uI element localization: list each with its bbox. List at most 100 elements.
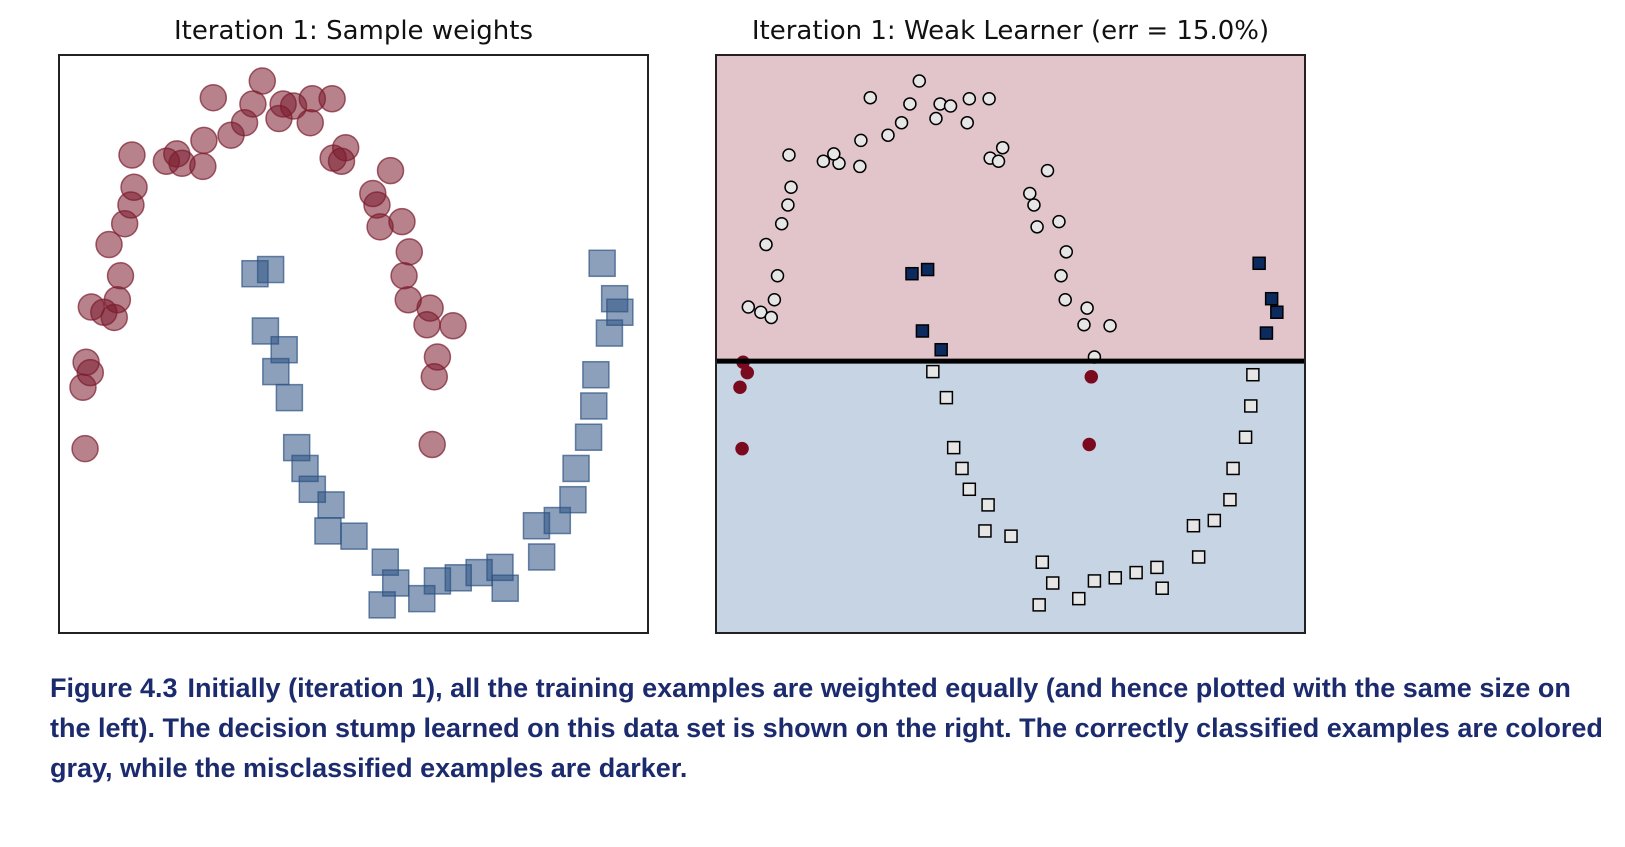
point: [1045, 576, 1060, 590]
point: [1191, 550, 1206, 564]
point: [340, 522, 368, 550]
point: [376, 156, 405, 185]
figure: Iteration 1: Sample weights Iteration 1: …: [58, 16, 1306, 634]
point: [388, 207, 416, 236]
point: [934, 342, 948, 357]
point: [995, 140, 1010, 155]
point: [915, 324, 930, 338]
point: [1108, 571, 1123, 585]
point: [580, 392, 608, 420]
point: [1082, 437, 1096, 452]
point: [1035, 555, 1050, 569]
point: [1040, 163, 1055, 178]
plot-frame: [58, 54, 649, 634]
point: [190, 126, 218, 155]
point: [962, 91, 977, 106]
point: [1150, 560, 1164, 575]
point: [1246, 367, 1260, 382]
point: [199, 83, 228, 112]
point: [118, 141, 146, 169]
point: [754, 305, 768, 319]
point: [239, 90, 267, 118]
point: [774, 216, 789, 231]
point: [275, 383, 304, 412]
point: [106, 262, 135, 290]
point: [1186, 518, 1201, 533]
point: [296, 108, 324, 137]
point: [955, 461, 969, 476]
point: [946, 440, 961, 455]
point: [1027, 198, 1041, 212]
point: [978, 524, 992, 538]
point: [926, 364, 940, 379]
point: [256, 255, 285, 284]
point: [1030, 220, 1044, 234]
point: [1223, 492, 1237, 507]
point: [1080, 301, 1094, 315]
point: [863, 90, 878, 105]
point: [905, 266, 919, 281]
point: [413, 310, 441, 339]
point: [920, 262, 935, 277]
point: [816, 154, 831, 168]
point: [1072, 591, 1086, 606]
point: [1207, 513, 1222, 528]
region-above: [716, 55, 1305, 362]
point: [827, 147, 841, 161]
point: [981, 498, 995, 512]
point: [1004, 529, 1018, 543]
point: [163, 140, 191, 168]
chart-title: Iteration 1: Weak Learner (err = 15.0%): [752, 16, 1269, 46]
point: [418, 430, 446, 459]
point: [189, 152, 217, 181]
point: [939, 390, 954, 405]
point: [327, 147, 356, 175]
point: [929, 111, 943, 126]
point: [1129, 565, 1143, 580]
point: [854, 133, 868, 148]
point: [784, 180, 798, 195]
point: [574, 423, 603, 451]
point: [982, 91, 996, 106]
point: [735, 441, 749, 456]
point: [741, 300, 756, 314]
point: [1059, 245, 1074, 259]
point: [582, 360, 610, 389]
point: [381, 569, 410, 597]
point: [733, 380, 747, 394]
point: [770, 269, 785, 283]
region-below: [716, 361, 1305, 633]
point: [395, 238, 424, 266]
point: [318, 84, 346, 113]
caption-text: Initially (iteration 1), all the trainin…: [50, 673, 1603, 783]
point: [767, 292, 782, 307]
point: [881, 128, 895, 142]
point: [420, 363, 449, 391]
point: [1087, 574, 1102, 588]
point: [1259, 326, 1274, 340]
point: [1077, 317, 1091, 332]
point: [606, 298, 634, 326]
point: [764, 310, 779, 325]
point: [1155, 581, 1169, 595]
point: [1084, 370, 1099, 384]
point: [1264, 291, 1279, 306]
point: [1054, 269, 1068, 283]
point: [72, 348, 100, 376]
point: [903, 97, 917, 111]
point: [248, 67, 277, 95]
point: [1270, 305, 1284, 319]
point: [95, 230, 123, 259]
point: [1032, 598, 1046, 612]
point: [314, 517, 342, 545]
chart-title: Iteration 1: Sample weights: [174, 16, 533, 46]
point: [962, 482, 977, 497]
point: [120, 173, 148, 202]
plot-frame: [715, 54, 1306, 634]
point: [588, 249, 616, 278]
point: [527, 543, 556, 571]
point: [1244, 399, 1258, 413]
point: [991, 154, 1006, 168]
point: [439, 312, 467, 340]
point: [1052, 214, 1066, 229]
